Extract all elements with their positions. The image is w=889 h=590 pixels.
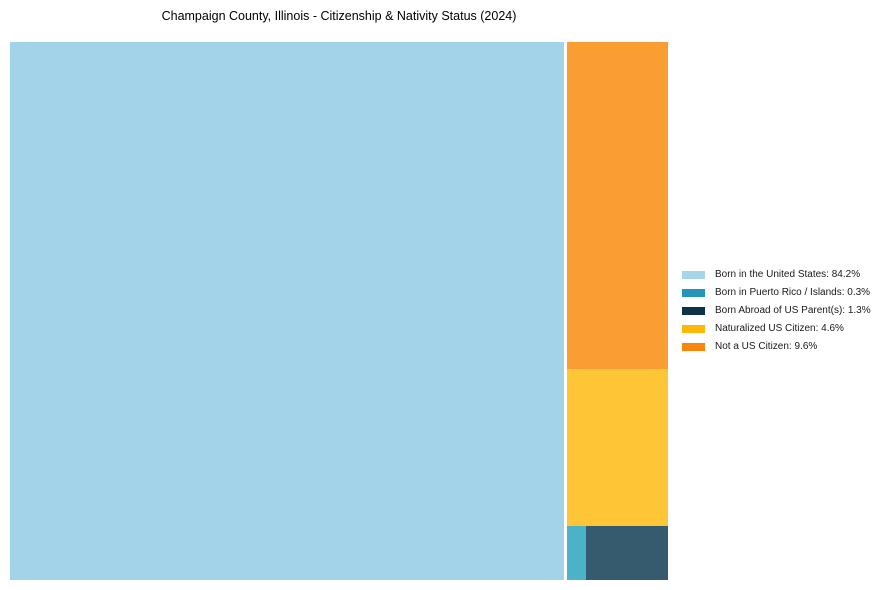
- legend-swatch-born-abroad-us-parents: [682, 307, 705, 315]
- legend-label: Naturalized US Citizen: 4.6%: [715, 323, 844, 334]
- treemap-chart-area: [10, 42, 668, 580]
- treemap-block-naturalized-us-citizen: [567, 368, 668, 526]
- legend-item-not-us-citizen: Not a US Citizen: 9.6%: [682, 338, 871, 356]
- legend-label: Not a US Citizen: 9.6%: [715, 341, 818, 352]
- chart-legend: Born in the United States: 84.2% Born in…: [682, 266, 871, 356]
- chart-title: Champaign County, Illinois - Citizenship…: [161, 9, 517, 23]
- legend-item-naturalized-us-citizen: Naturalized US Citizen: 4.6%: [682, 320, 871, 338]
- legend-swatch-not-us-citizen: [682, 343, 705, 351]
- legend-swatch-naturalized-us-citizen: [682, 325, 705, 333]
- treemap-block-born-in-united-states: [10, 42, 565, 580]
- legend-label: Born in Puerto Rico / Islands: 0.3%: [715, 287, 871, 298]
- legend-label: Born in the United States: 84.2%: [715, 269, 861, 280]
- legend-item-born-in-puerto-rico-islands: Born in Puerto Rico / Islands: 0.3%: [682, 284, 871, 302]
- legend-label: Born Abroad of US Parent(s): 1.3%: [715, 305, 871, 316]
- legend-item-born-in-united-states: Born in the United States: 84.2%: [682, 266, 871, 284]
- legend-swatch-born-in-united-states: [682, 271, 705, 279]
- treemap-block-not-us-citizen: [567, 42, 668, 369]
- treemap-block-born-in-puerto-rico-islands: [567, 525, 586, 580]
- legend-item-born-abroad-us-parents: Born Abroad of US Parent(s): 1.3%: [682, 302, 871, 320]
- treemap-block-born-abroad-us-parents: [585, 525, 668, 580]
- legend-swatch-born-in-puerto-rico-islands: [682, 289, 705, 297]
